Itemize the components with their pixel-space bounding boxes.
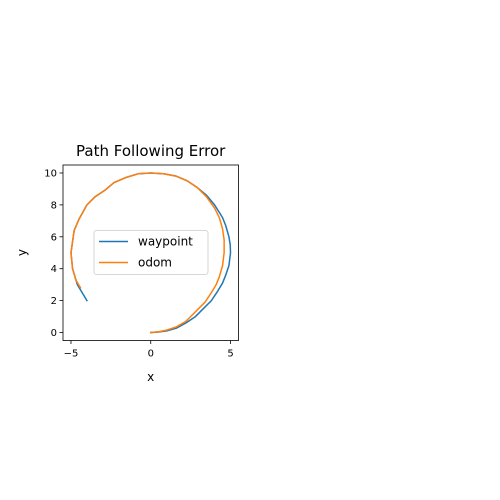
y-tick-label: 0: [51, 328, 57, 339]
y-tick-label: 8: [51, 200, 57, 211]
x-axis-label: x: [147, 370, 154, 384]
y-tick-label: 6: [51, 232, 57, 243]
legend-label-waypoint: waypoint: [138, 235, 193, 249]
y-tick-label: 10: [44, 168, 57, 179]
series-line-odom: [70, 172, 225, 334]
x-tick-label: 0: [148, 349, 154, 360]
y-axis-label: y: [15, 249, 29, 256]
x-tick-label: 5: [227, 349, 233, 360]
y-tick-label: 2: [51, 296, 57, 307]
plot-area: −5 0 5 0 2 4 6 8 10: [44, 164, 239, 360]
chart-title: Path Following Error: [76, 142, 226, 160]
legend: waypoint odom: [93, 230, 209, 275]
legend-label-odom: odom: [138, 256, 172, 270]
y-tick-label: 4: [51, 264, 57, 275]
x-tick-label: −5: [64, 349, 79, 360]
